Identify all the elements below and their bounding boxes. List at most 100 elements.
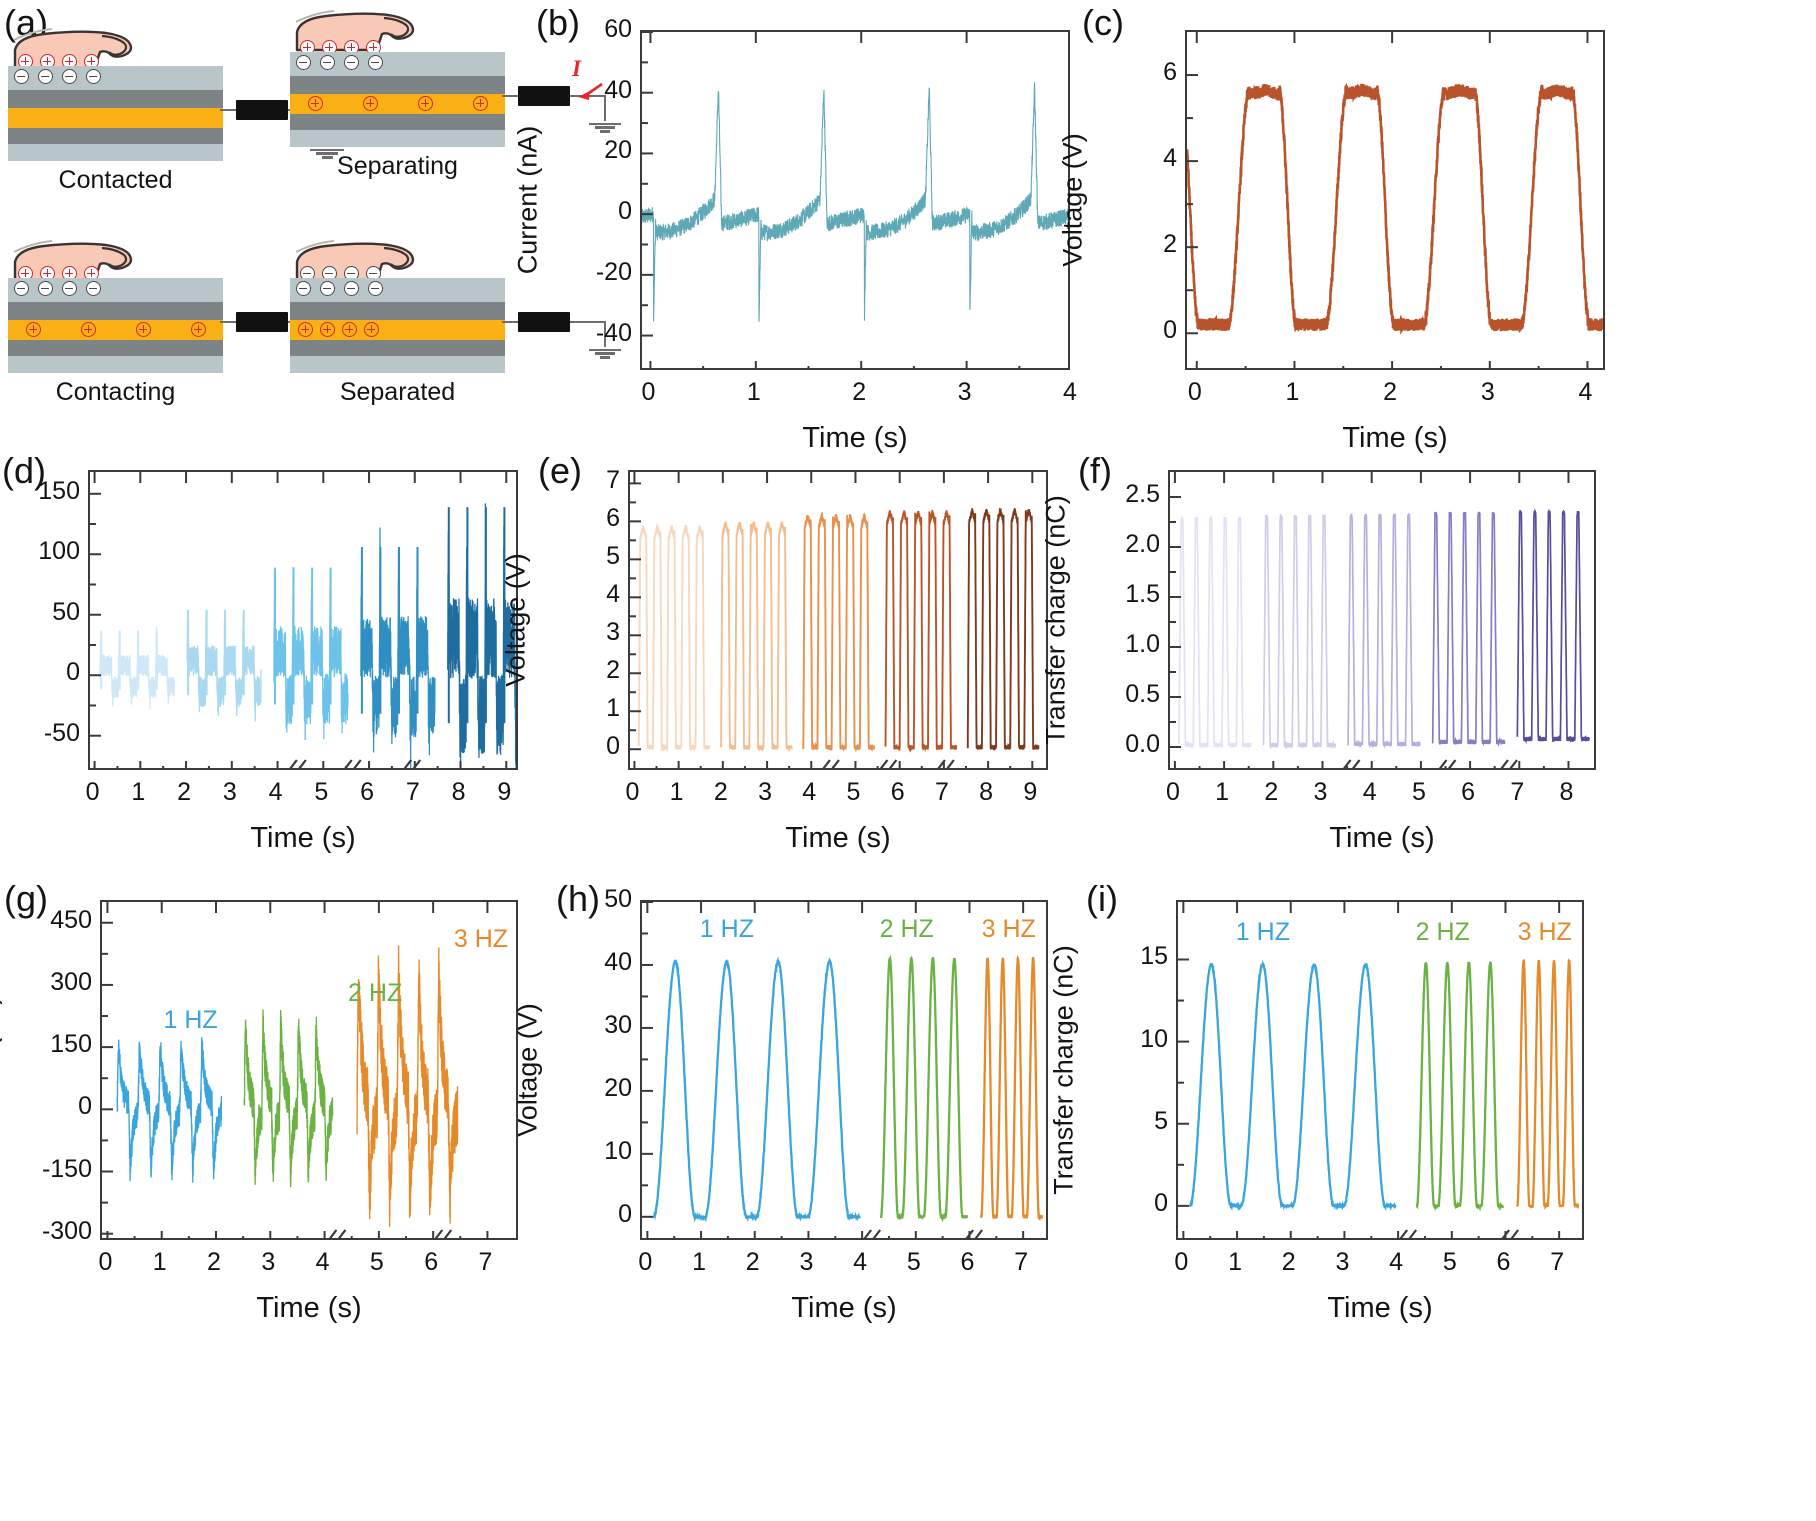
charge-plus-icon xyxy=(62,54,77,69)
y-tick-label-e-7: 7 xyxy=(606,466,620,495)
charge-plus-icon xyxy=(308,96,323,111)
charge-minus-icon xyxy=(368,281,383,296)
charge-minus-icon xyxy=(38,281,53,296)
x-tick-label-d-1: 1 xyxy=(131,778,146,806)
y-tick-label-i-3: 15 xyxy=(1140,942,1168,971)
charge-row-plus xyxy=(298,322,379,337)
x-tick-label-g-7: 7 xyxy=(478,1248,493,1276)
charge-minus-icon xyxy=(38,69,53,84)
x-tick-label-d-9: 9 xyxy=(497,778,512,806)
x-tick-label-h-5: 5 xyxy=(906,1248,921,1276)
resistor xyxy=(236,312,288,332)
charge-plus-icon xyxy=(136,322,151,337)
axis-break-mark xyxy=(1509,759,1518,768)
axis-break-mark xyxy=(1352,759,1361,768)
axis-break-mark xyxy=(1501,1229,1511,1238)
plot-curve-h xyxy=(642,902,1044,1238)
y-tick-label-d-3: 100 xyxy=(38,537,80,566)
y-tick-label-f-0: 0.0 xyxy=(1125,730,1160,758)
panel-g-letter: (g) xyxy=(4,878,48,919)
x-axis-label-c: Time (s) xyxy=(1342,422,1448,454)
plot-curve-b xyxy=(642,32,1068,368)
x-tick-label-g-5: 5 xyxy=(369,1248,384,1276)
schematic-label-0: Contacted xyxy=(58,166,173,194)
x-tick-label-g-0: 0 xyxy=(98,1248,113,1276)
panel-a: (a) Contacted xyxy=(0,0,621,440)
charge-row-plus xyxy=(308,96,488,111)
y-tick-label-i-1: 5 xyxy=(1154,1106,1168,1135)
annotation-g-2: 3 HZ xyxy=(453,925,509,954)
layer-electrode-1 xyxy=(290,76,505,94)
x-tick-label-i-5: 5 xyxy=(1442,1248,1457,1276)
series-path xyxy=(1431,511,1506,747)
x-tick-label-b-2: 2 xyxy=(852,378,867,406)
charge-minus-icon xyxy=(86,281,101,296)
charge-row-minus xyxy=(14,69,101,84)
axis-break-mark xyxy=(328,1229,338,1238)
axis-break-mark xyxy=(822,759,831,768)
y-tick-label-f-1: 0.5 xyxy=(1125,680,1160,708)
y-tick-label-e-2: 2 xyxy=(606,656,620,685)
x-tick-label-c-1: 1 xyxy=(1285,378,1300,406)
charge-plus-icon xyxy=(191,322,206,337)
x-tick-label-h-4: 4 xyxy=(853,1248,868,1276)
x-tick-label-d-0: 0 xyxy=(85,778,100,806)
axis-break-mark xyxy=(946,759,955,768)
series-path xyxy=(1516,958,1580,1210)
layer-electrode-1 xyxy=(8,90,223,108)
schematic-label-2: Contacting xyxy=(55,378,176,406)
charge-row-plus xyxy=(26,322,206,337)
x-tick-label-f-6: 6 xyxy=(1461,778,1476,806)
axis-break-mark xyxy=(403,759,413,768)
x-tick-label-b-4: 4 xyxy=(1063,378,1077,406)
x-tick-label-f-1: 1 xyxy=(1215,778,1230,806)
plot-frame-f xyxy=(1168,470,1596,770)
charge-plus-icon xyxy=(344,40,359,55)
y-axis-label-h: Voltage (V) xyxy=(512,1003,543,1137)
device-stack xyxy=(290,52,505,147)
x-axis-label-i: Time (s) xyxy=(1327,1292,1433,1324)
charge-minus-icon xyxy=(62,281,77,296)
x-tick-label-i-1: 1 xyxy=(1228,1248,1242,1276)
charge-minus-icon xyxy=(14,281,29,296)
y-tick-label-e-4: 4 xyxy=(606,580,620,609)
axis-break-mark xyxy=(1500,759,1509,768)
x-tick-label-e-9: 9 xyxy=(1023,778,1038,806)
axis-break-mark xyxy=(1447,759,1457,768)
charge-row-minus xyxy=(296,281,383,296)
panel-e-letter: (e) xyxy=(538,450,582,491)
charge-minus-icon xyxy=(368,55,383,70)
series-path xyxy=(884,510,958,753)
y-axis-label-b: Current (nA) xyxy=(512,125,543,275)
series-path xyxy=(966,507,1040,752)
x-tick-label-h-2: 2 xyxy=(745,1248,760,1276)
charge-minus-icon xyxy=(296,281,311,296)
charge-minus-icon xyxy=(62,69,77,84)
x-tick-label-h-3: 3 xyxy=(799,1248,814,1276)
plot-frame-d xyxy=(88,470,518,770)
y-tick-label-c-0: 0 xyxy=(1163,316,1177,345)
current-symbol-I: I xyxy=(572,56,581,81)
schematic-state-separated: Separated xyxy=(290,240,621,406)
charge-minus-icon xyxy=(320,55,335,70)
charge-minus-icon xyxy=(86,69,101,84)
charge-row-plus xyxy=(300,40,381,55)
x-tick-label-f-7: 7 xyxy=(1510,778,1525,806)
series-path xyxy=(1188,960,1397,1212)
schematic-state-contacting: Contacting I xyxy=(8,240,344,406)
y-tick-label-i-0: 0 xyxy=(1154,1188,1168,1217)
x-tick-label-d-4: 4 xyxy=(268,778,283,806)
resistor xyxy=(518,312,570,332)
y-axis-label-f: Transfer charge (nC) xyxy=(1040,495,1071,745)
series-path xyxy=(1415,961,1504,1212)
y-tick-label-b-2: 0 xyxy=(618,197,632,226)
annotation-h-2: 3 HZ xyxy=(981,915,1036,944)
panel-c-letter: (c) xyxy=(1082,2,1124,43)
wire-right xyxy=(570,321,606,323)
layer-tribo-bottom xyxy=(290,130,505,147)
axis-break-mark xyxy=(298,759,307,768)
y-tick-label-d-2: 50 xyxy=(52,597,80,626)
y-tick-label-h-4: 40 xyxy=(604,947,632,976)
wire-left xyxy=(220,321,236,323)
x-tick-label-f-3: 3 xyxy=(1313,778,1328,806)
